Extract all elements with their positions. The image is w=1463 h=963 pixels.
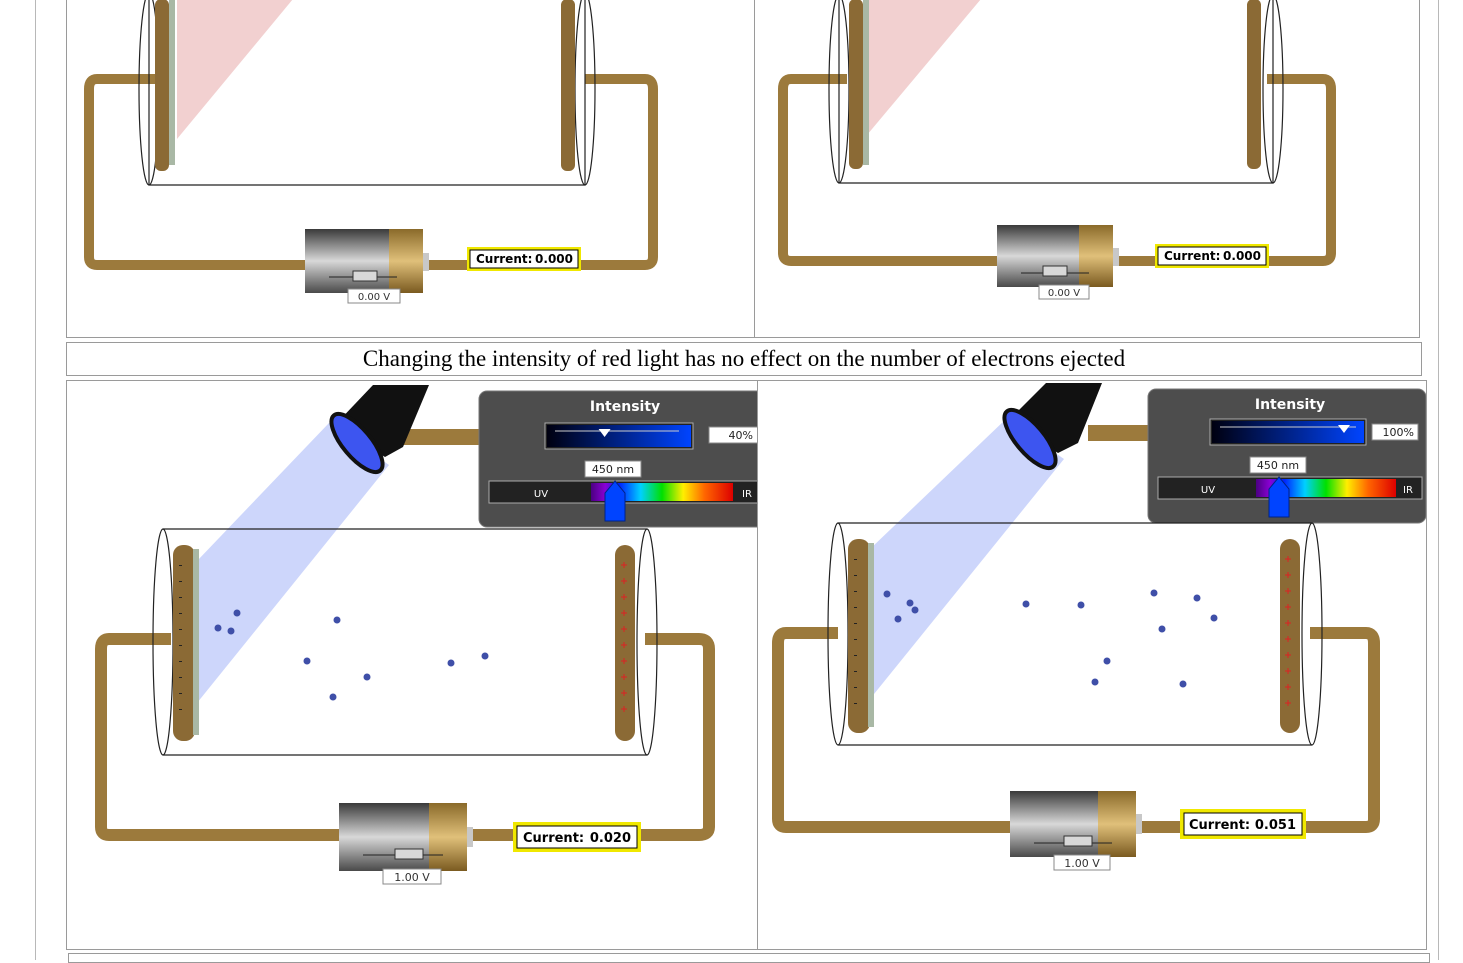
electrons xyxy=(214,609,489,701)
light-beam xyxy=(197,423,389,703)
current-label: Current: xyxy=(1164,249,1220,263)
sim-panel-top-right: 0.00 V Current: 0.000 xyxy=(754,0,1420,338)
flashlight-icon[interactable] xyxy=(996,383,1102,476)
current-label: Current: xyxy=(476,252,532,266)
intensity-panel: Intensity 40% 450 nm UV IR xyxy=(478,390,758,528)
intensity-title: Intensity xyxy=(1255,397,1325,413)
flashlight-icon[interactable] xyxy=(323,385,429,480)
wavelength-field[interactable]: 450 nm xyxy=(592,463,634,476)
vacuum-tube xyxy=(148,0,586,186)
vacuum-tube xyxy=(838,522,1312,746)
voltage-readout[interactable]: 0.00 V xyxy=(358,292,390,303)
cathode-plate xyxy=(848,539,870,733)
page-border-right xyxy=(1438,0,1439,960)
anode-plate xyxy=(1280,539,1300,733)
sim-panel-top-left: 0.00 V Current: 0.000 xyxy=(66,0,756,338)
anode-plate xyxy=(1247,0,1261,169)
anode-plate xyxy=(561,0,575,171)
current-readout: Current: 0.000 xyxy=(1155,244,1269,268)
current-label: Current: xyxy=(1189,818,1250,833)
vacuum-tube xyxy=(163,528,647,756)
light-beam xyxy=(867,0,981,135)
light-beam xyxy=(177,0,293,139)
wavelength-spectrum[interactable] xyxy=(1256,479,1396,497)
battery: 0.00 V xyxy=(997,225,1119,300)
anode-charges xyxy=(621,562,627,712)
intensity-value[interactable]: 100% xyxy=(1383,426,1414,439)
wavelength-slider-handle[interactable] xyxy=(604,480,626,522)
intensity-title: Intensity xyxy=(590,399,660,415)
cathode-plate xyxy=(849,0,863,169)
page-border-left xyxy=(35,0,36,960)
current-value: 0.051 xyxy=(1255,818,1296,833)
current-readout: Current: 0.051 xyxy=(1180,809,1306,839)
cathode-charges xyxy=(179,565,182,710)
intensity-value[interactable]: 40% xyxy=(729,429,753,442)
cathode-charges xyxy=(854,559,857,704)
cathode-plate xyxy=(173,545,195,741)
current-readout: Current: 0.000 xyxy=(467,247,581,271)
next-table-row xyxy=(68,953,1430,963)
wavelength-spectrum[interactable] xyxy=(591,483,733,501)
electrons xyxy=(883,589,1218,688)
uv-label: UV xyxy=(534,489,548,500)
light-beam xyxy=(870,419,1064,699)
cathode-plate xyxy=(155,0,169,171)
intensity-slider[interactable] xyxy=(544,422,694,450)
battery: 0.00 V xyxy=(305,229,429,304)
sim-panel-bottom-right: Intensity 100% 450 nm UV IR xyxy=(757,380,1427,950)
uv-label: UV xyxy=(1201,485,1215,496)
wavelength-slider-handle[interactable] xyxy=(1268,476,1290,518)
current-label: Current: xyxy=(523,831,584,846)
current-value: 0.000 xyxy=(535,252,573,266)
ir-label: IR xyxy=(742,489,752,500)
battery: 1.00 V xyxy=(1010,791,1142,871)
voltage-readout[interactable]: 1.00 V xyxy=(394,871,430,884)
caption-row: Changing the intensity of red light has … xyxy=(66,342,1422,376)
battery: 1.00 V xyxy=(339,803,473,885)
wavelength-field[interactable]: 450 nm xyxy=(1257,459,1299,472)
current-readout: Current: 0.020 xyxy=(513,822,641,852)
current-value: 0.000 xyxy=(1223,249,1261,263)
intensity-slider[interactable] xyxy=(1209,418,1367,446)
sim-panel-bottom-left: Intensity 40% 450 nm UV IR xyxy=(66,380,759,950)
anode-plate xyxy=(615,545,635,741)
vacuum-tube xyxy=(838,0,1274,184)
current-value: 0.020 xyxy=(590,831,631,846)
voltage-readout[interactable]: 0.00 V xyxy=(1048,288,1080,299)
ir-label: IR xyxy=(1403,485,1413,496)
voltage-readout[interactable]: 1.00 V xyxy=(1064,857,1100,870)
intensity-panel: Intensity 100% 450 nm UV IR xyxy=(1147,388,1426,524)
anode-charges xyxy=(1285,556,1291,706)
caption-text: Changing the intensity of red light has … xyxy=(362,346,1126,371)
